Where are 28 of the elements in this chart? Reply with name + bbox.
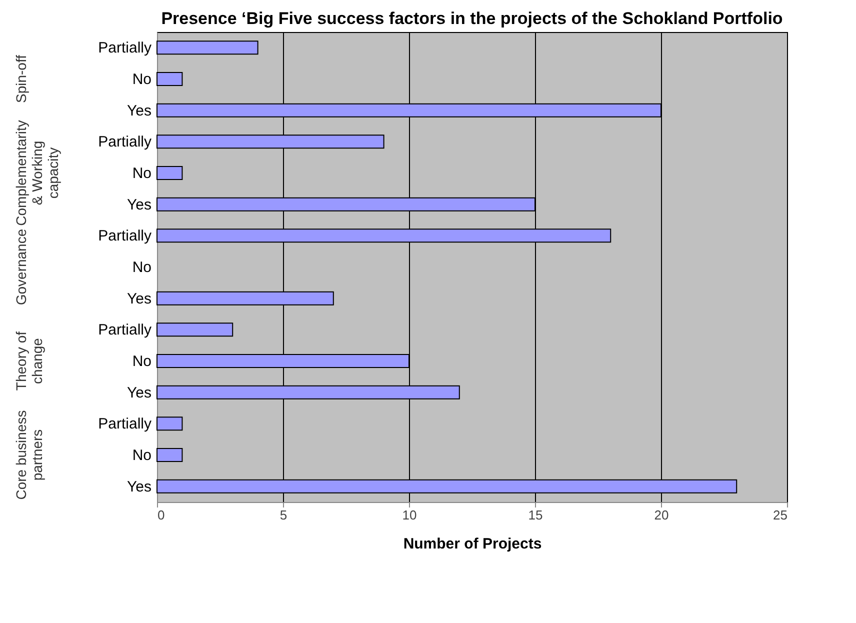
text: Spin-off: [13, 54, 29, 103]
y-tick-label: Yes: [127, 290, 152, 308]
x-axis-title: Number of Projects: [403, 536, 542, 552]
text: Complementarity & Working capacity: [13, 120, 61, 226]
y-tick-label: Partially: [98, 40, 152, 57]
text: Core business partners: [13, 410, 45, 500]
y-tick-label: Yes: [127, 196, 152, 214]
y-tick-label: Partially: [98, 416, 152, 433]
y-tick-label: No: [132, 259, 152, 276]
y-tick-label: Yes: [127, 384, 152, 402]
text: Theory of change: [13, 331, 45, 391]
x-tick-label: 0: [158, 508, 165, 522]
y-tick-label: No: [132, 71, 152, 88]
y-tick-label: Partially: [98, 134, 152, 151]
y-tick-label: No: [132, 447, 152, 464]
x-tick-label: 15: [528, 508, 543, 522]
y-tick-label: Partially: [98, 322, 152, 339]
y-tick-label: No: [132, 353, 152, 370]
x-tick-label: 10: [402, 508, 417, 522]
x-tick-label: 25: [773, 508, 788, 522]
x-tick-label: 5: [280, 508, 288, 522]
y-tick-label: Yes: [127, 478, 152, 496]
y-tick-label: No: [132, 165, 152, 182]
y-tick-label: Yes: [127, 102, 152, 120]
text: Governance: [13, 228, 29, 306]
x-tick-label: 20: [654, 508, 669, 522]
chart-title: Presence ‘Big Five success factors in the projects of the Schokland Portfolio: [161, 9, 783, 28]
y-tick-label: Partially: [98, 228, 152, 245]
